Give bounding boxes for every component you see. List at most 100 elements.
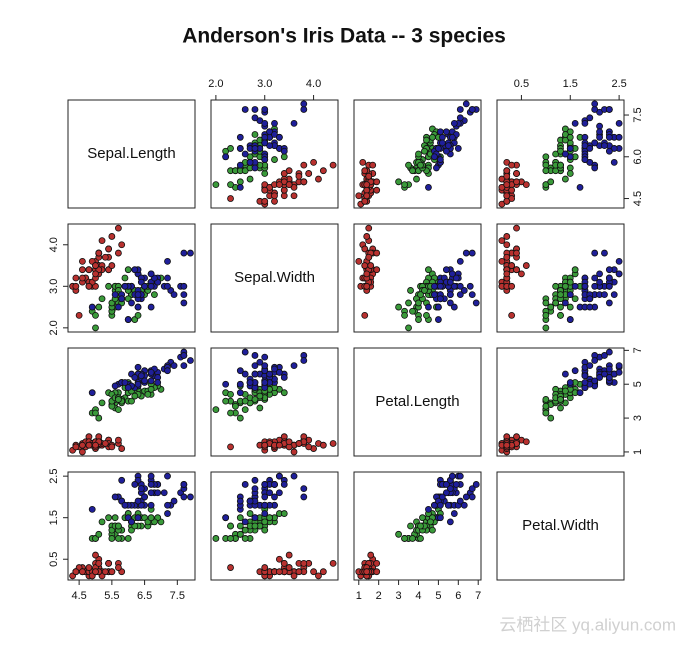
point (227, 443, 234, 451)
point (79, 257, 86, 265)
point (566, 316, 574, 323)
bottom-tick-label: 1 (356, 590, 362, 602)
panel-frame (67, 223, 196, 333)
point (407, 287, 414, 294)
point (547, 414, 555, 422)
point (115, 522, 122, 530)
panel-frame (353, 347, 482, 457)
point (581, 282, 589, 290)
point (124, 266, 132, 274)
point (285, 167, 293, 175)
point (468, 106, 476, 113)
variable-label: Petal.Width (522, 517, 599, 534)
point (571, 282, 579, 290)
point (121, 379, 129, 386)
point (88, 389, 96, 397)
point (429, 133, 436, 141)
right-tick-label: 4.5 (632, 191, 644, 206)
point (300, 178, 308, 186)
point (236, 145, 244, 152)
point (615, 368, 623, 376)
point (144, 390, 152, 398)
point (131, 392, 139, 400)
left-tick-label: 0.5 (48, 552, 60, 567)
point (180, 352, 188, 359)
point (72, 443, 80, 451)
point (92, 270, 99, 278)
point (164, 472, 171, 480)
point (271, 481, 278, 488)
right-tick-label: 6.0 (632, 149, 644, 164)
point (542, 311, 550, 319)
point (180, 282, 188, 290)
point (246, 175, 254, 183)
point (518, 270, 525, 278)
point (591, 282, 599, 290)
left-tick-label: 2.5 (48, 469, 60, 484)
point (586, 303, 594, 311)
point (111, 291, 119, 299)
point (222, 514, 230, 522)
point (227, 181, 234, 189)
panel-frame (210, 471, 339, 581)
panel-frame (67, 471, 196, 581)
point (275, 489, 283, 497)
point (591, 139, 599, 147)
right-tick-label: 7.5 (632, 107, 644, 122)
point (557, 291, 564, 299)
point (596, 270, 603, 278)
point (236, 133, 244, 141)
point (542, 153, 550, 161)
point (128, 397, 135, 405)
point (280, 153, 288, 161)
point (503, 167, 511, 175)
point (227, 195, 234, 202)
point (95, 249, 103, 257)
point (615, 133, 623, 141)
point (147, 489, 155, 497)
point (147, 481, 155, 488)
point (261, 353, 269, 361)
point (407, 522, 414, 530)
watermark: 云栖社区 yq.aliyun.com (499, 615, 676, 634)
point (586, 145, 594, 152)
point (450, 119, 458, 127)
point (605, 266, 613, 274)
point (251, 476, 259, 484)
point (561, 150, 569, 158)
point (108, 535, 116, 542)
point (98, 237, 106, 245)
point (557, 311, 564, 319)
point (427, 518, 434, 526)
point (241, 406, 249, 414)
point (561, 175, 569, 183)
point (212, 535, 220, 542)
point (88, 505, 96, 513)
point (605, 147, 613, 155)
point (591, 164, 599, 172)
point (319, 167, 327, 175)
point (542, 167, 550, 175)
point (367, 551, 375, 559)
point (436, 156, 444, 163)
point (300, 559, 308, 567)
point (137, 372, 145, 380)
point (131, 266, 139, 274)
point (164, 501, 171, 509)
point (417, 291, 424, 299)
point (547, 303, 555, 311)
point (105, 514, 112, 522)
point (522, 181, 530, 189)
point (401, 535, 408, 542)
point (596, 278, 603, 286)
point (552, 282, 560, 290)
point (542, 402, 550, 410)
point (115, 564, 122, 571)
point (429, 526, 436, 534)
point (236, 178, 244, 186)
bottom-tick-label: 6.5 (137, 590, 152, 602)
point (141, 493, 148, 501)
point (92, 551, 99, 559)
point (261, 197, 269, 205)
panel-frame (353, 99, 482, 209)
